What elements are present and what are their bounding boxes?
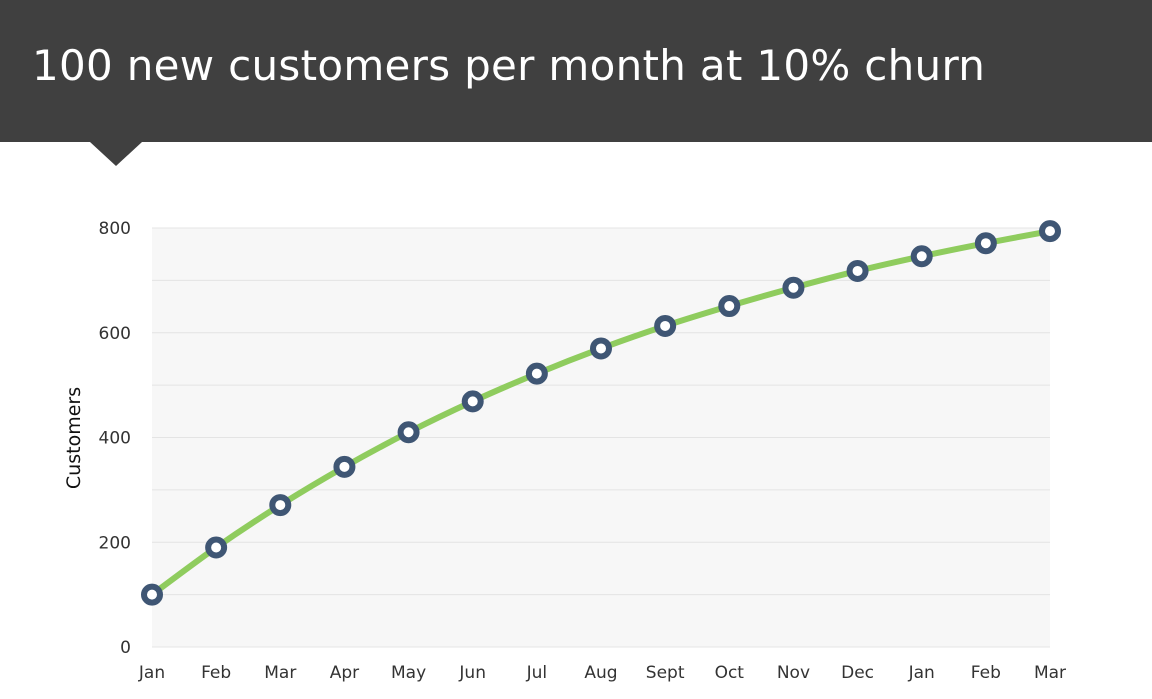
- x-tick-label: Sept: [646, 663, 685, 683]
- x-tick-label: Mar: [1034, 663, 1066, 683]
- data-point[interactable]: [269, 494, 292, 517]
- data-point[interactable]: [654, 314, 677, 337]
- x-tick-label: Jun: [458, 663, 486, 683]
- data-point[interactable]: [718, 295, 741, 318]
- x-tick-label: Feb: [201, 663, 231, 683]
- x-tick-label: Jul: [526, 663, 548, 683]
- x-tick-label: Jan: [138, 663, 165, 683]
- data-point[interactable]: [525, 362, 548, 385]
- x-axis-ticks: Jan Feb Mar Apr May Jun Jul Aug Sept Oct Nov Dec Jan…: [138, 663, 1066, 683]
- y-tick-label: 0: [120, 638, 131, 658]
- x-tick-label: Apr: [330, 663, 359, 683]
- data-point[interactable]: [333, 455, 356, 478]
- data-point[interactable]: [782, 276, 805, 299]
- y-axis-title: Customers: [63, 387, 85, 489]
- x-tick-label: Nov: [777, 663, 810, 683]
- data-point[interactable]: [205, 536, 228, 559]
- y-tick-label: 800: [99, 219, 131, 239]
- x-tick-label: Feb: [971, 663, 1001, 683]
- data-point[interactable]: [910, 245, 933, 268]
- x-tick-label: Mar: [264, 663, 296, 683]
- data-point[interactable]: [974, 232, 997, 255]
- data-point[interactable]: [141, 583, 163, 606]
- data-point[interactable]: [461, 390, 484, 413]
- data-point[interactable]: [590, 337, 612, 360]
- title-banner: 100 new customers per month at 10% churn: [0, 0, 1152, 142]
- data-point[interactable]: [846, 259, 869, 282]
- x-tick-label: Jan: [908, 663, 935, 683]
- x-tick-label: Oct: [715, 663, 745, 683]
- gridlines: [152, 227, 1050, 648]
- data-point[interactable]: [397, 421, 420, 444]
- data-point[interactable]: [1039, 220, 1061, 243]
- y-tick-label: 200: [99, 533, 131, 553]
- y-axis-ticks: 0 200 400 600 800: [99, 219, 131, 658]
- x-tick-label: May: [391, 663, 426, 683]
- title-pointer: [90, 142, 142, 166]
- y-tick-label: 400: [99, 429, 131, 449]
- x-tick-label: Aug: [584, 663, 617, 683]
- chart-title: 100 new customers per month at 10% churn: [32, 41, 986, 90]
- y-tick-label: 600: [99, 324, 131, 344]
- series-markers: [141, 220, 1061, 606]
- x-tick-label: Dec: [841, 663, 874, 683]
